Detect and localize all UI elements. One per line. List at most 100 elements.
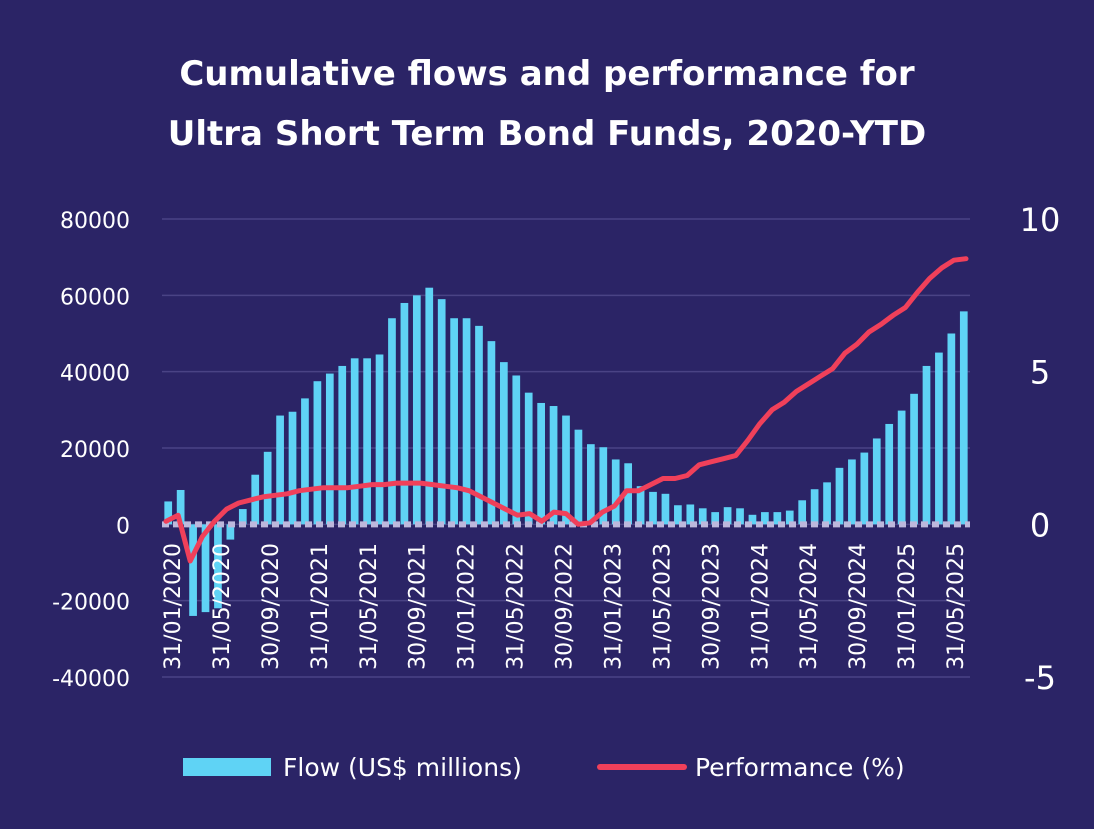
legend-label-flow: Flow (US$ millions) [283, 752, 522, 782]
x-axis-tick-label: 31/05/2022 [504, 543, 529, 670]
flow-bar [388, 318, 396, 525]
flow-bar [723, 507, 732, 525]
flow-bar [301, 398, 309, 525]
flow-bar [400, 302, 409, 525]
flow-bar [238, 509, 247, 525]
chart-title: Cumulative flows and performance for Ult… [0, 44, 1094, 164]
x-axis-tick-label: 30/09/2020 [259, 543, 284, 670]
flow-bar [860, 452, 869, 525]
flow-bar [288, 411, 297, 525]
flow-bar [325, 373, 334, 525]
flow-bar [711, 512, 720, 525]
flow-bar [748, 514, 757, 525]
flow-bar [885, 423, 894, 525]
flow-bar [761, 512, 769, 525]
flow-bar [587, 444, 595, 525]
flow-bar [412, 295, 421, 525]
left-axis-tick-label: -40000 [52, 667, 130, 692]
flow-bar [425, 287, 434, 525]
left-axis-tick-label: 80000 [60, 209, 130, 234]
legend-item-performance: Performance (%) [597, 745, 905, 789]
flow-bar [375, 354, 384, 525]
flow-bar [674, 505, 682, 525]
flow-bar [848, 459, 856, 525]
left-axis-tick-label: 40000 [60, 362, 130, 387]
flow-bar [935, 352, 943, 525]
right-axis-ticks: 10 5 0 -5 [1020, 201, 1061, 697]
flow-bar [649, 491, 657, 525]
flow-bar [276, 415, 284, 525]
flow-bar [263, 451, 272, 525]
flow-bar [363, 358, 371, 525]
x-axis-tick-label: 31/01/2022 [455, 543, 480, 670]
flow-bar [537, 402, 545, 525]
right-axis-tick-label: 10 [1020, 201, 1061, 239]
x-axis-tick-label: 31/01/2023 [601, 543, 626, 670]
flow-bar [338, 365, 347, 525]
chart-plot: 80000 60000 40000 20000 0 -20000 -40000 10 5 0 -5… [52, 201, 1061, 697]
x-axis-tick-label: 30/09/2023 [699, 543, 724, 670]
flow-bar [611, 459, 620, 525]
legend-label-performance: Performance (%) [695, 752, 905, 782]
x-axis-tick-label: 30/09/2022 [553, 543, 578, 670]
right-axis-tick-label: -5 [1024, 659, 1056, 697]
flow-bar [226, 524, 235, 540]
x-axis-tick-label: 31/05/2024 [797, 543, 822, 670]
flow-bar [313, 381, 322, 525]
flow-bar [835, 467, 844, 525]
left-axis-tick-label: 20000 [60, 438, 130, 463]
flow-bar [437, 299, 446, 525]
flow-bar [947, 333, 956, 525]
flow-bar [785, 510, 794, 525]
flow-bar [910, 393, 918, 525]
x-axis-tick-label: 30/09/2024 [846, 543, 871, 670]
flow-bars [164, 287, 968, 616]
left-axis-tick-label: 0 [116, 514, 130, 539]
flow-bar [897, 410, 906, 525]
x-axis-tick-label: 31/01/2024 [748, 543, 773, 670]
flow-bar [562, 415, 570, 525]
flow-bar [450, 318, 458, 525]
flow-bar [810, 489, 819, 525]
flow-bar [624, 463, 633, 525]
left-axis-tick-label: 60000 [60, 285, 130, 310]
flow-bar [512, 375, 521, 525]
left-axis-ticks: 80000 60000 40000 20000 0 -20000 -40000 [52, 209, 130, 692]
performance-line-group [163, 256, 969, 564]
flow-bar [574, 429, 583, 525]
right-axis-tick-label: 5 [1030, 354, 1050, 392]
flow-bar [959, 311, 968, 525]
x-axis-tick-label: 31/05/2021 [357, 543, 382, 670]
flow-bar [823, 482, 831, 525]
flow-bar [549, 406, 558, 525]
flow-bar [698, 508, 707, 525]
flow-bar [499, 362, 508, 525]
left-axis-tick-label: -20000 [52, 591, 130, 616]
flow-bar [350, 358, 359, 525]
chart-title-line-1: Cumulative flows and performance for [179, 54, 915, 94]
x-axis-tick-label: 31/05/2025 [944, 543, 969, 670]
flow-bar [736, 508, 744, 525]
flow-bar [773, 512, 782, 525]
flow-bar [487, 341, 496, 525]
x-axis-tick-label: 30/09/2021 [406, 543, 431, 670]
x-axis-tick-label: 31/01/2020 [161, 543, 186, 670]
flow-bar [661, 493, 670, 525]
flow-bar [214, 524, 222, 609]
flow-bar [524, 392, 533, 525]
flow-bar [164, 501, 173, 525]
flow-bar [189, 524, 197, 616]
x-axis-tick-label: 31/01/2025 [895, 543, 920, 670]
flow-bar [201, 524, 210, 613]
flow-bar [922, 365, 931, 525]
legend-swatch-flow [183, 758, 271, 776]
flow-bar [686, 504, 695, 525]
flow-bar [872, 438, 881, 525]
legend-swatch-performance [597, 764, 687, 770]
x-axis-tick-label: 31/01/2021 [308, 543, 333, 670]
x-axis-tick-label: 31/05/2020 [210, 543, 235, 670]
performance-line [163, 256, 969, 564]
flow-bar [176, 489, 185, 525]
flow-bar [798, 500, 807, 525]
flow-bar [475, 325, 483, 525]
